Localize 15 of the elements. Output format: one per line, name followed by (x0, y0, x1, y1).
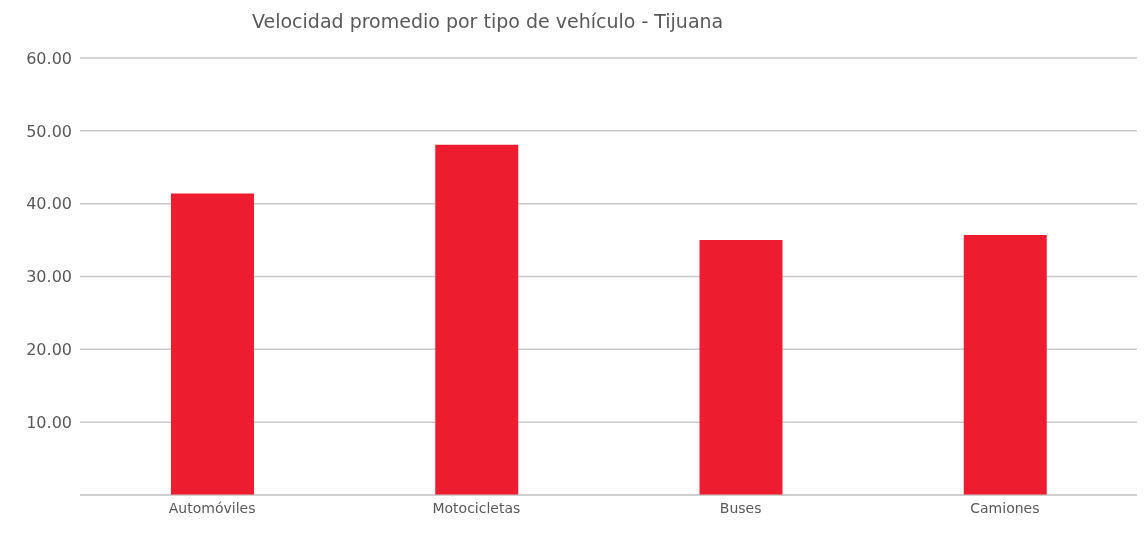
y-tick-label: 40.00 (26, 194, 72, 214)
y-tick-label: 30.00 (26, 267, 72, 287)
x-tick-label: Buses (719, 499, 762, 516)
x-tick-label: Camiones (970, 499, 1040, 516)
bar (963, 234, 1047, 495)
x-tick-label: Motocicletas (432, 499, 521, 516)
chart-title: Velocidad promedio por tipo de vehículo - Tijuana (251, 9, 725, 34)
y-tick-label: 20.00 (26, 340, 72, 360)
bar (699, 240, 783, 495)
x-tick-label: Automóviles (168, 499, 256, 516)
bar (171, 193, 254, 495)
y-tick-label: 60.00 (26, 48, 72, 68)
y-tick-label: 10.00 (26, 412, 72, 432)
y-tick-label: 50.00 (26, 121, 72, 141)
bar (435, 144, 519, 495)
